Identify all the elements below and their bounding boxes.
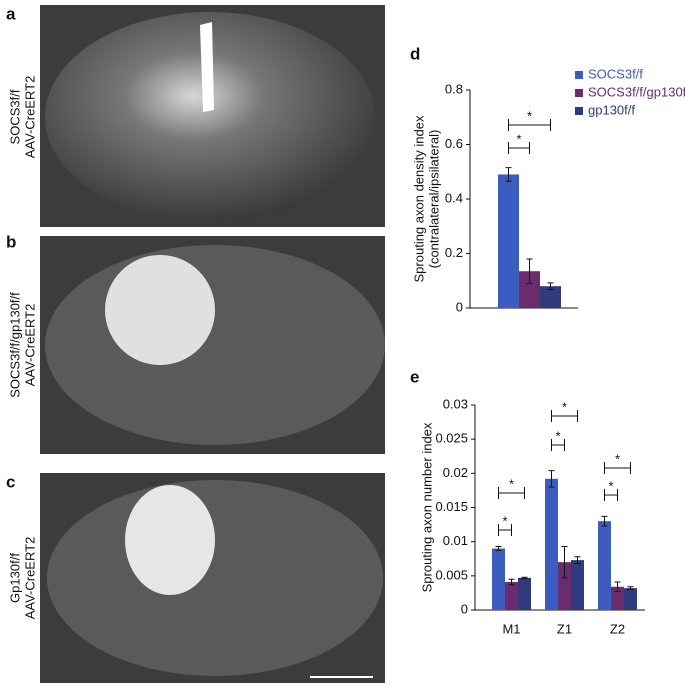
y-tick-label: 0.6 — [445, 136, 463, 151]
panel-label: AAV-CreERT2 — [22, 76, 37, 159]
significance-label: * — [555, 428, 560, 443]
error-bar — [561, 545, 568, 579]
panel-label: AAV-CreERT2 — [22, 304, 37, 387]
panel-letter: c — [6, 472, 15, 491]
significance-bracket — [508, 142, 530, 154]
y-tick-label: 0.01 — [443, 533, 468, 548]
bar — [492, 548, 505, 610]
x-tick-label: Z1 — [557, 621, 572, 636]
error-bar — [547, 282, 554, 290]
bar — [505, 581, 518, 610]
significance-label: * — [562, 399, 567, 414]
significance-label: * — [509, 476, 514, 491]
significance-label: * — [516, 131, 521, 146]
error-bar — [526, 258, 533, 284]
legend-label: SOCS3f/f — [588, 66, 643, 81]
error-bar — [614, 581, 621, 593]
error-bar — [601, 515, 608, 527]
legend-swatch — [575, 71, 583, 79]
y-tick-label: 0.2 — [445, 245, 463, 260]
error-bar — [627, 586, 634, 590]
panel-label: Gp130f/f — [7, 553, 22, 603]
significance-label: * — [608, 478, 613, 493]
bar — [498, 174, 519, 308]
image-c — [40, 473, 385, 683]
y-tick-label: 0.015 — [435, 499, 468, 514]
x-tick-label: M1 — [502, 621, 520, 636]
bar — [571, 560, 584, 610]
bar — [519, 271, 540, 308]
error-bar — [495, 545, 502, 552]
panel-label: SOCS3f/f — [7, 89, 22, 144]
panel-letter: b — [6, 232, 16, 251]
significance-bracket — [508, 119, 551, 131]
significance-label: * — [615, 451, 620, 466]
y-tick-label: 0.4 — [445, 190, 463, 205]
error-bar — [508, 578, 515, 586]
bar — [540, 286, 561, 308]
significance-bracket — [551, 410, 578, 422]
y-tick-label: 0 — [461, 601, 468, 616]
y-axis-label: (contralateral/ipsilateral) — [426, 130, 441, 269]
image-a — [40, 5, 385, 227]
y-tick-label: 0.025 — [435, 431, 468, 446]
error-bar — [521, 576, 528, 580]
panel-letter: e — [410, 367, 419, 386]
bar — [598, 521, 611, 610]
y-tick-label: 0 — [456, 299, 463, 314]
bar — [624, 588, 637, 610]
y-tick-label: 0.02 — [443, 465, 468, 480]
error-bar — [574, 556, 581, 565]
panel-letter: a — [6, 4, 16, 23]
error-bar — [548, 470, 555, 488]
significance-bracket — [604, 489, 618, 501]
y-axis-label: Sprouting axon density index — [411, 115, 426, 282]
legend-swatch — [575, 107, 583, 115]
y-axis-label: Sprouting axon number index — [419, 422, 434, 592]
bar — [518, 577, 531, 610]
significance-bracket — [498, 487, 525, 499]
bar — [545, 478, 558, 610]
legend-label: SOCS3f/f/gp130f/f — [588, 84, 685, 99]
significance-bracket — [498, 524, 512, 536]
bar — [558, 562, 571, 610]
x-tick-label: Z2 — [610, 621, 625, 636]
significance-label: * — [502, 513, 507, 528]
panel-label: SOCS3f/f/gp130f/f — [7, 292, 22, 398]
significance-label: * — [527, 108, 532, 123]
significance-bracket — [551, 439, 565, 451]
legend-label: gp130f/f — [588, 102, 635, 117]
bar — [611, 586, 624, 610]
legend-swatch — [575, 89, 583, 97]
panel-label: AAV-CreERT2 — [22, 537, 37, 620]
error-bar — [505, 167, 512, 182]
y-tick-label: 0.03 — [443, 396, 468, 411]
significance-bracket — [604, 462, 631, 474]
y-tick-label: 0.8 — [445, 81, 463, 96]
image-b — [40, 236, 385, 454]
panel-letter: d — [410, 44, 420, 63]
y-tick-label: 0.005 — [435, 567, 468, 582]
